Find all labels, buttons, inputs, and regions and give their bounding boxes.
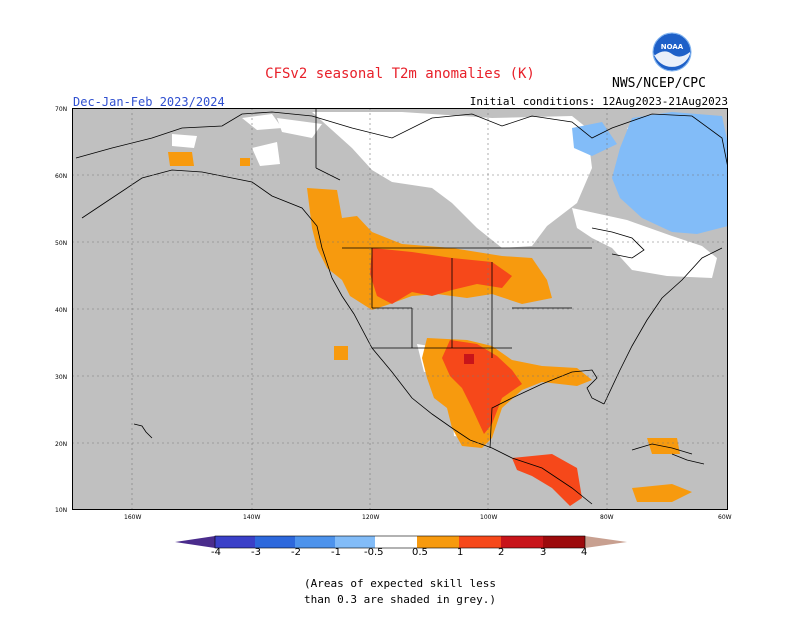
lat-label-10n: 10N — [55, 507, 68, 514]
lat-label-20n: 20N — [55, 441, 68, 448]
skill-note: (Areas of expected skill less than 0.3 a… — [0, 576, 800, 608]
lat-label-50n: 50N — [55, 240, 68, 247]
colorbar-segment-minus1-minus05 — [335, 536, 375, 548]
logo-text: NOAA — [661, 43, 684, 51]
initial-conditions-label: Initial conditions: 12Aug2023-21Aug2023 — [469, 95, 728, 108]
colorbar-segment-minus4-minus3 — [215, 536, 255, 548]
lon-label-100w: 100W — [480, 514, 498, 521]
lon-label-60w: 60W — [718, 514, 732, 521]
colorbar-label-4: 4 — [581, 547, 588, 558]
colorbar-segment-lt-minus4 — [175, 536, 215, 548]
colorbar-segment-05-1 — [417, 536, 459, 548]
warm-anomaly-1-2 — [370, 248, 582, 506]
colorbar-segment-3-4 — [543, 536, 585, 548]
colorbar-label-1: 1 — [457, 547, 464, 558]
skill-note-line1: (Areas of expected skill less — [303, 577, 497, 590]
colorbar-label-05: 0.5 — [412, 547, 428, 558]
colorbar-segment-2-3 — [501, 536, 543, 548]
lat-label-70n: 70N — [55, 106, 68, 113]
chart-title: CFSv2 seasonal T2m anomalies (K) — [265, 66, 535, 82]
lon-label-120w: 120W — [362, 514, 380, 521]
colorbar-label-minus3: -3 — [251, 547, 261, 558]
colorbar-label-3: 3 — [540, 547, 547, 558]
map-frame — [72, 108, 728, 510]
lon-label-160w: 160W — [124, 514, 142, 521]
anomaly-map — [72, 108, 728, 510]
colorbar-label-minus1: -1 — [331, 547, 341, 558]
lon-label-140w: 140W — [243, 514, 261, 521]
lat-label-30n: 30N — [55, 374, 68, 381]
colorbar-segment-neutral — [375, 536, 417, 548]
colorbar-segment-minus2-minus1 — [295, 536, 335, 548]
colorbar-segment-1-2 — [459, 536, 501, 548]
colorbar-label-2: 2 — [498, 547, 505, 558]
colorbar-label-minus2: -2 — [291, 547, 301, 558]
colorbar-frame — [214, 535, 586, 549]
colorbar-label-minus05: -0.5 — [364, 547, 384, 558]
skill-note-line2: than 0.3 are shaded in grey.) — [303, 593, 497, 606]
season-label: Dec-Jan-Feb 2023/2024 — [73, 95, 225, 109]
lat-label-40n: 40N — [55, 307, 68, 314]
colorbar-label-minus4: -4 — [211, 547, 221, 558]
coastlines — [75, 108, 728, 505]
noaa-logo: NOAA — [652, 32, 692, 72]
colorbar-segment-gt4 — [585, 536, 627, 548]
warm-anomaly-2-3 — [464, 354, 474, 364]
agency-label: NWS/NCEP/CPC — [612, 76, 706, 91]
colorbar — [175, 535, 627, 549]
lon-label-80w: 80W — [600, 514, 614, 521]
lat-label-60n: 60N — [55, 173, 68, 180]
colorbar-segment-minus3-minus2 — [255, 536, 295, 548]
graticule — [72, 108, 728, 510]
